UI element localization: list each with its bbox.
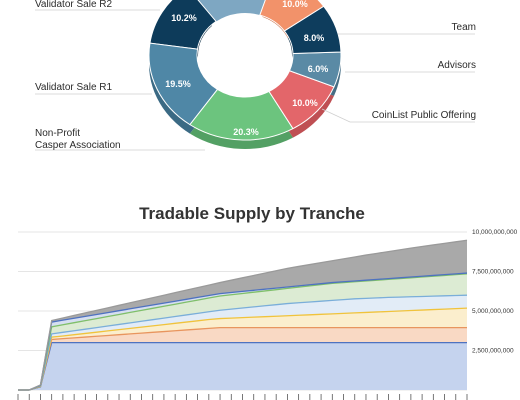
value-label-np: 20.3% xyxy=(233,127,259,137)
area-band xyxy=(18,295,467,390)
area-x-ticks xyxy=(17,394,468,400)
donut-slice xyxy=(189,88,294,141)
y-tick-label: 7,500,000,000 xyxy=(472,269,514,276)
value-label-top: 10.0% xyxy=(282,0,308,9)
value-label-r2: 10.2% xyxy=(171,13,197,23)
value-label-advisors: 6.0% xyxy=(308,64,329,74)
donut-slice xyxy=(259,0,325,32)
label-coinlist: CoinList Public Offering xyxy=(372,110,476,121)
donut-slice xyxy=(283,5,342,55)
label-advisors: Advisors xyxy=(438,60,476,71)
donut-slice xyxy=(149,0,217,50)
area-series-line xyxy=(18,326,467,391)
area-y-tick-labels: 2,500,000,000 5,000,000,000 7,500,000,000 1… xyxy=(472,229,518,355)
value-label-coinlist: 10.0% xyxy=(292,98,318,108)
area-band xyxy=(18,240,467,390)
area-series-line xyxy=(18,272,468,391)
donut-slice xyxy=(268,70,335,130)
area-series-line xyxy=(18,307,468,391)
value-label-r1: 19.5% xyxy=(165,79,191,89)
area-series-line xyxy=(18,239,468,391)
area-series-line xyxy=(18,273,468,391)
area-band xyxy=(18,327,467,390)
area-band xyxy=(18,342,467,390)
area-series-line xyxy=(18,294,468,391)
y-tick-label: 5,000,000,000 xyxy=(472,308,514,315)
donut-leader-lines xyxy=(35,9,475,151)
area-bands xyxy=(18,240,467,390)
y-tick-label: 2,500,000,000 xyxy=(472,348,514,355)
leader-coinlist xyxy=(321,108,475,123)
area-band xyxy=(18,273,467,390)
area-series-line xyxy=(18,341,467,391)
donut-slice-top-blue xyxy=(198,0,266,22)
donut-slice xyxy=(148,42,219,126)
y-tick-label: 10,000,000,000 xyxy=(472,229,518,236)
donut-chart xyxy=(148,0,342,149)
label-team: Team xyxy=(452,22,476,33)
area-series-lines xyxy=(18,239,468,391)
value-label-team: 8.0% xyxy=(304,33,325,43)
label-nonprofit-line1: Non-Profit xyxy=(35,128,80,139)
donut-slice xyxy=(288,51,342,88)
label-validator-sale-r1: Validator Sale R1 xyxy=(35,82,113,93)
label-validator-sale-r2: Validator Sale R2 xyxy=(35,0,113,10)
area-chart-title: Tradable Supply by Tranche xyxy=(139,204,365,223)
donut-hole xyxy=(198,14,292,96)
label-nonprofit-line2: Casper Association xyxy=(35,140,121,151)
